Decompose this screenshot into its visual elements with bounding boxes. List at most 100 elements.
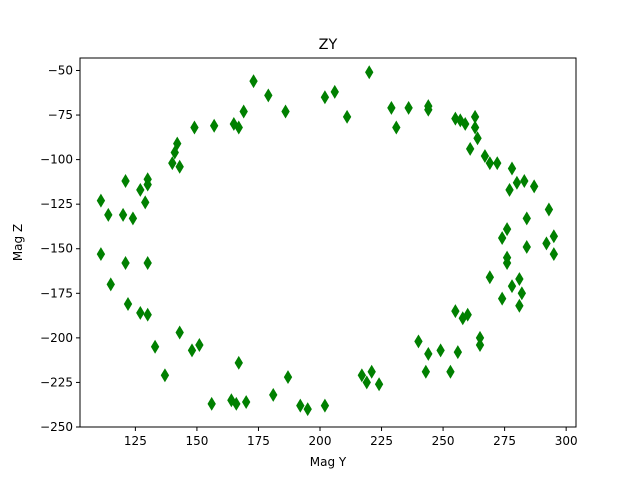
data-point [470, 120, 480, 135]
y-tick-label: −175 [40, 286, 73, 300]
data-point [453, 345, 463, 360]
y-axis: −250 −225 −200 −175 −150 −125 −100 −75 −50 [40, 63, 80, 434]
data-point [544, 202, 554, 217]
data-point [269, 387, 278, 402]
y-tick-label: −50 [48, 63, 73, 77]
data-point [446, 364, 455, 379]
data-point [249, 74, 258, 89]
data-point [229, 116, 239, 131]
data-point [465, 141, 475, 156]
x-tick-label: 250 [432, 434, 455, 448]
data-point [517, 286, 527, 301]
data-point [141, 195, 150, 210]
data-point [404, 100, 413, 115]
y-tick-label: −250 [40, 420, 73, 434]
y-tick-label: −225 [40, 375, 73, 389]
data-point [106, 277, 115, 292]
data-point [281, 104, 290, 119]
data-point [232, 396, 241, 411]
data-point [190, 120, 199, 135]
data-point [485, 270, 495, 285]
data-point [502, 256, 512, 270]
data-point [485, 156, 495, 171]
data-point [497, 231, 507, 246]
y-tick-label: −75 [48, 108, 73, 122]
x-tick-label: 175 [247, 434, 270, 448]
data-point [549, 229, 559, 244]
data-point [451, 304, 460, 319]
data-point [461, 116, 470, 131]
y-tick-label: −100 [40, 153, 73, 167]
data-point [104, 207, 113, 222]
x-tick-label: 225 [370, 434, 393, 448]
data-point [160, 368, 170, 383]
data-point [392, 120, 401, 135]
data-point [320, 398, 330, 413]
data-point [493, 156, 502, 171]
data-point [520, 174, 529, 188]
data-point [175, 159, 184, 174]
data-point [143, 177, 152, 192]
data-point [507, 279, 517, 294]
data-point [118, 207, 128, 222]
data-point [362, 375, 371, 390]
data-point [195, 338, 204, 352]
x-tick-label: 125 [124, 434, 147, 448]
data-point [187, 343, 197, 358]
data-point [150, 339, 160, 354]
data-point [414, 334, 423, 349]
x-axis-label: Mag Y [310, 455, 347, 469]
data-point [507, 161, 517, 176]
data-point [207, 396, 216, 411]
data-point [473, 131, 482, 146]
data-point [173, 136, 182, 151]
data-point [234, 120, 243, 135]
data-point [303, 402, 312, 417]
data-point [264, 88, 273, 103]
data-point [505, 182, 514, 197]
x-tick-label: 300 [555, 434, 578, 448]
data-point [227, 393, 236, 408]
data-point [512, 175, 522, 190]
y-axis-label: Mag Z [11, 224, 25, 261]
data-point [421, 364, 431, 379]
data-point [96, 247, 106, 262]
data-point [296, 398, 305, 413]
data-point [456, 113, 465, 128]
data-point [475, 338, 485, 352]
data-point [387, 100, 396, 115]
data-point [424, 102, 433, 117]
data-point [374, 377, 384, 392]
data-point [497, 291, 507, 306]
data-point [451, 111, 460, 126]
data-point [367, 364, 376, 379]
data-point [515, 272, 524, 287]
data-point [522, 211, 531, 226]
data-point [342, 109, 352, 124]
data-point [168, 156, 177, 171]
chart-title: ZY [319, 37, 338, 53]
data-point [123, 297, 133, 311]
y-tick-label: −125 [40, 197, 73, 211]
data-point [239, 104, 248, 119]
data-point [330, 84, 339, 99]
points-layer [96, 65, 559, 417]
data-point [283, 370, 293, 385]
x-tick-label: 200 [309, 434, 332, 448]
data-point [96, 193, 106, 208]
data-point [365, 65, 374, 80]
data-point [128, 211, 138, 226]
data-point [515, 298, 524, 313]
data-point [175, 325, 184, 340]
data-point [320, 90, 330, 105]
data-point [357, 368, 367, 383]
data-point [121, 256, 130, 270]
data-point [436, 343, 445, 358]
data-point [522, 239, 531, 254]
y-tick-label: −200 [40, 331, 73, 345]
data-point [143, 307, 152, 322]
data-point [170, 145, 179, 160]
data-point [502, 222, 512, 237]
